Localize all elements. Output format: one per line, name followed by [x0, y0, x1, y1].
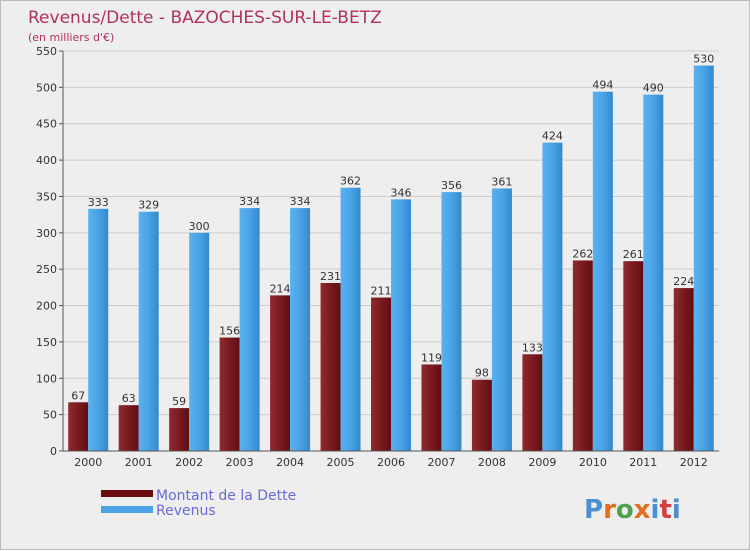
data-label-revenus: 334: [239, 195, 260, 208]
data-label-debt: 231: [320, 270, 341, 283]
bar-revenus: [239, 208, 260, 451]
data-label-revenus: 346: [391, 186, 412, 199]
data-label-debt: 224: [673, 275, 694, 288]
bar-debt: [421, 364, 442, 451]
data-label-debt: 133: [522, 341, 543, 354]
x-tick-label: 2009: [528, 456, 556, 469]
y-tick-label: 250: [36, 263, 57, 276]
y-tick-label: 50: [43, 409, 57, 422]
bar-debt: [169, 408, 190, 451]
bar-debt: [673, 288, 694, 451]
y-tick-label: 550: [36, 45, 57, 58]
chart-subtitle: (en milliers d'€): [28, 31, 114, 44]
logo-letter: i: [651, 495, 660, 525]
bar-revenus: [88, 208, 109, 451]
x-tick-label: 2003: [226, 456, 254, 469]
data-label-revenus: 424: [542, 130, 563, 143]
y-tick-label: 150: [36, 336, 57, 349]
y-tick-label: 0: [50, 445, 57, 458]
proxiti-logo: Proxiti: [584, 495, 681, 525]
logo-letter: r: [603, 495, 616, 525]
x-tick-label: 2012: [680, 456, 708, 469]
logo-letter: x: [634, 495, 651, 525]
x-tick-label: 2011: [629, 456, 657, 469]
bar-revenus: [391, 199, 411, 451]
logo-letter: P: [584, 495, 603, 525]
bar-revenus: [290, 208, 311, 451]
logo-letter: i: [672, 495, 681, 525]
legend: Montant de la Dette Revenus: [101, 488, 296, 519]
bar-debt: [522, 354, 543, 451]
data-label-debt: 214: [270, 282, 291, 295]
legend-label-debt: Montant de la Dette: [156, 488, 296, 504]
bar-debt: [68, 402, 89, 451]
bar-revenus: [542, 142, 563, 452]
data-label-revenus: 334: [290, 195, 311, 208]
logo-letter: t: [659, 495, 671, 525]
data-label-debt: 59: [172, 395, 186, 408]
bar-revenus: [138, 211, 159, 451]
logo-letter: o: [616, 495, 634, 525]
data-label-debt: 262: [572, 247, 593, 260]
data-label-debt: 67: [71, 389, 85, 402]
data-label-revenus: 361: [491, 175, 512, 188]
bar-debt: [623, 261, 644, 451]
x-tick-label: 2006: [377, 456, 405, 469]
data-label-debt: 156: [219, 325, 240, 338]
data-label-debt: 98: [475, 367, 489, 380]
bar-revenus: [441, 192, 462, 451]
y-tick-label: 350: [36, 190, 57, 203]
data-label-debt: 63: [122, 392, 136, 405]
bar-revenus: [189, 232, 210, 451]
bar-debt: [572, 260, 593, 451]
data-label-revenus: 300: [189, 220, 210, 233]
legend-label-revenus: Revenus: [156, 503, 216, 519]
legend-swatch-debt: [101, 490, 153, 497]
bar-debt: [270, 295, 291, 451]
data-label-revenus: 362: [340, 175, 361, 188]
y-tick-label: 300: [36, 227, 57, 240]
chart-title: Revenus/Dette - BAZOCHES-SUR-LE-BETZ: [28, 8, 382, 28]
data-label-revenus: 494: [592, 79, 613, 92]
x-axis: 2000 2001 2002 2003 2004 2005 2006 2007 2008 2009…: [63, 450, 719, 469]
y-tick-label: 100: [36, 372, 57, 385]
data-label-revenus: 356: [441, 179, 462, 192]
bar-debt: [320, 283, 341, 451]
x-tick-label: 2001: [125, 456, 153, 469]
x-tick-label: 2010: [579, 456, 607, 469]
x-tick-label: 2007: [427, 456, 455, 469]
y-tick-label: 500: [36, 81, 57, 94]
bar-revenus: [643, 94, 664, 452]
data-label-revenus: 490: [643, 82, 664, 95]
x-tick-label: 2000: [74, 456, 102, 469]
data-label-debt: 211: [371, 285, 392, 298]
legend-swatch-revenus: [101, 506, 153, 513]
data-label-revenus: 333: [88, 196, 109, 209]
bars: 67 333 63 329 59 300 156 334 214 334 231 362 211 346 1…: [68, 53, 714, 452]
data-label-debt: 261: [623, 248, 644, 261]
bar-debt: [118, 405, 139, 451]
x-tick-label: 2004: [276, 456, 304, 469]
bar-revenus: [693, 65, 714, 451]
x-tick-label: 2005: [327, 456, 355, 469]
bar-debt: [471, 379, 492, 451]
bar-debt: [371, 297, 391, 451]
data-label-debt: 119: [421, 351, 442, 364]
y-tick-label: 400: [36, 154, 57, 167]
y-axis: 0 50 100 150 200 250 300 350 400 450 500 550: [36, 45, 64, 458]
bar-debt: [219, 337, 240, 451]
data-label-revenus: 329: [138, 199, 159, 212]
bar-revenus: [340, 187, 361, 451]
y-tick-label: 200: [36, 300, 57, 313]
x-tick-label: 2002: [175, 456, 203, 469]
x-tick-label: 2008: [478, 456, 506, 469]
bar-revenus: [491, 188, 512, 452]
bar-revenus: [592, 91, 613, 452]
y-tick-label: 450: [36, 118, 57, 131]
data-label-revenus: 530: [693, 53, 714, 66]
